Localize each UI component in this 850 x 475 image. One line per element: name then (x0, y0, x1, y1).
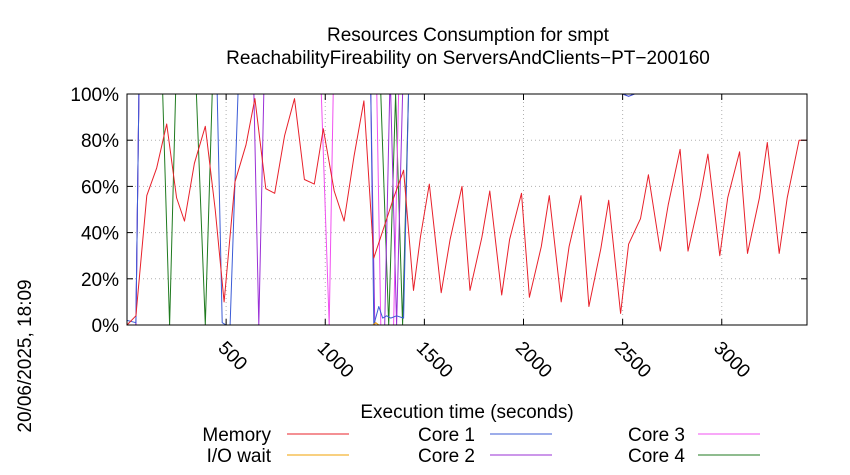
y-tick-label: 80% (81, 131, 119, 152)
x-tick-label: 3000 (709, 338, 754, 383)
series-line-core-1 (126, 93, 807, 326)
x-tick-label: 2500 (610, 338, 655, 383)
series-line-core-3 (127, 93, 807, 326)
grid-lines (127, 94, 807, 325)
chart-title: Resources Consumption for smpt (327, 25, 610, 46)
y-tick-label: 60% (81, 177, 119, 198)
x-tick-label: 2000 (511, 338, 556, 383)
y-tick-label: 0% (92, 316, 120, 337)
y-tick-label: 100% (70, 85, 119, 106)
x-tick-label: 1500 (412, 338, 457, 383)
y-tick-label: 40% (81, 224, 119, 245)
y-axis-ticks: 0% 20% 40% 60% 80% 100% (70, 85, 807, 337)
legend-label-core-2: Core 2 (418, 446, 475, 467)
legend-label-memory: Memory (202, 425, 271, 446)
legend-label-core-3: Core 3 (628, 425, 685, 446)
chart-subtitle: ReachabilityFireability on ServersAndCli… (226, 48, 710, 69)
legend-label-core-4: Core 4 (628, 446, 685, 467)
x-tick-label: 500 (214, 338, 251, 375)
side-timestamp: 20/06/2025, 18:09 (15, 279, 36, 432)
x-tick-label: 1000 (313, 338, 358, 383)
plot-frame (126, 93, 808, 326)
legend-label-core-1: Core 1 (418, 425, 475, 446)
series-line-core-4 (127, 93, 807, 326)
y-tick-label: 20% (81, 270, 119, 291)
x-axis-label: Execution time (seconds) (360, 402, 573, 423)
legend-label-i-o-wait: I/O wait (207, 446, 272, 467)
series-line-memory (126, 98, 807, 326)
series-line-core-2 (127, 93, 807, 326)
series-lines (126, 93, 807, 326)
x-axis-ticks: 500 1000 1500 2000 2500 3000 (214, 94, 754, 382)
